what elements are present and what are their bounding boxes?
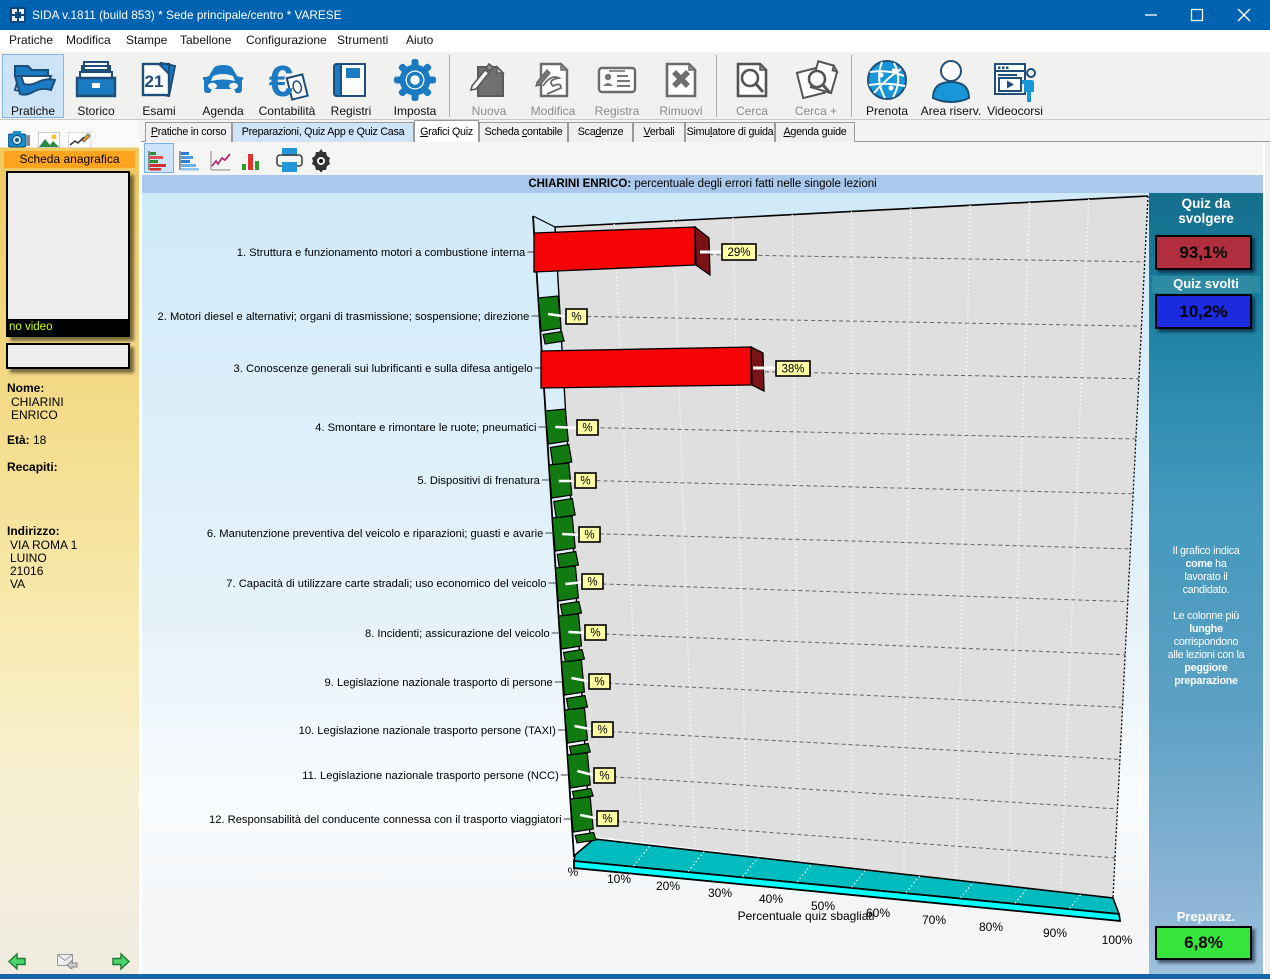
svg-text:Percentuale quiz sbagliati: Percentuale quiz sbagliati [738, 909, 875, 923]
svg-text:30%: 30% [708, 886, 732, 900]
svg-text:38%: 38% [781, 364, 804, 376]
svg-text:%: % [571, 312, 581, 324]
svg-text:€: € [269, 57, 293, 104]
svg-text:10%: 10% [607, 872, 631, 886]
svg-text:%: % [597, 725, 607, 737]
svg-text:10. Legislazione nazionale tra: 10. Legislazione nazionale trasporto per… [299, 725, 557, 737]
svg-text:12. Responsabilità del conduce: 12. Responsabilità del conducente connes… [209, 814, 562, 826]
svg-text:%: % [584, 530, 594, 542]
svg-text:%: % [568, 865, 579, 879]
svg-text:4. Smontare e rimontare le ruo: 4. Smontare e rimontare le ruote; pneuma… [315, 422, 536, 434]
svg-text:60%: 60% [866, 906, 890, 920]
svg-text:%: % [599, 771, 609, 783]
svg-text:%: % [602, 814, 612, 826]
svg-text:%: % [580, 476, 590, 488]
svg-text:29%: 29% [727, 247, 750, 259]
svg-text:6. Manutenzione preventiva del: 6. Manutenzione preventiva del veicolo e… [207, 528, 543, 540]
svg-text:5. Dispositivi di frenatura: 5. Dispositivi di frenatura [417, 475, 540, 487]
svg-text:80%: 80% [979, 920, 1003, 934]
svg-text:100%: 100% [1102, 933, 1133, 947]
svg-text:20%: 20% [656, 879, 680, 893]
svg-text:40%: 40% [759, 892, 783, 906]
svg-text:9. Legislazione nazionale tras: 9. Legislazione nazionale trasporto di p… [325, 677, 553, 689]
svg-text:8. Incidenti; assicurazione de: 8. Incidenti; assicurazione del veicolo [365, 628, 550, 640]
svg-text:50%: 50% [811, 899, 835, 913]
svg-text:%: % [590, 628, 600, 640]
svg-text:11. Legislazione nazionale tra: 11. Legislazione nazionale trasporto per… [302, 770, 559, 782]
svg-text:3. Conoscenze generali sui lub: 3. Conoscenze generali sui lubrificanti … [234, 363, 533, 375]
svg-text:%: % [594, 677, 604, 689]
svg-text:%: % [582, 423, 592, 435]
svg-text:1. Struttura e funzionamento m: 1. Struttura e funzionamento motori a co… [237, 247, 526, 259]
svg-text:21: 21 [145, 72, 164, 91]
svg-text:7. Capacità di utilizzare cart: 7. Capacità di utilizzare carte stradali… [226, 578, 546, 590]
svg-text:90%: 90% [1043, 926, 1067, 940]
svg-text:2. Motori diesel e alternativi: 2. Motori diesel e alternativi; organi d… [158, 311, 530, 323]
svg-text:70%: 70% [922, 913, 946, 927]
svg-text:%: % [587, 577, 597, 589]
